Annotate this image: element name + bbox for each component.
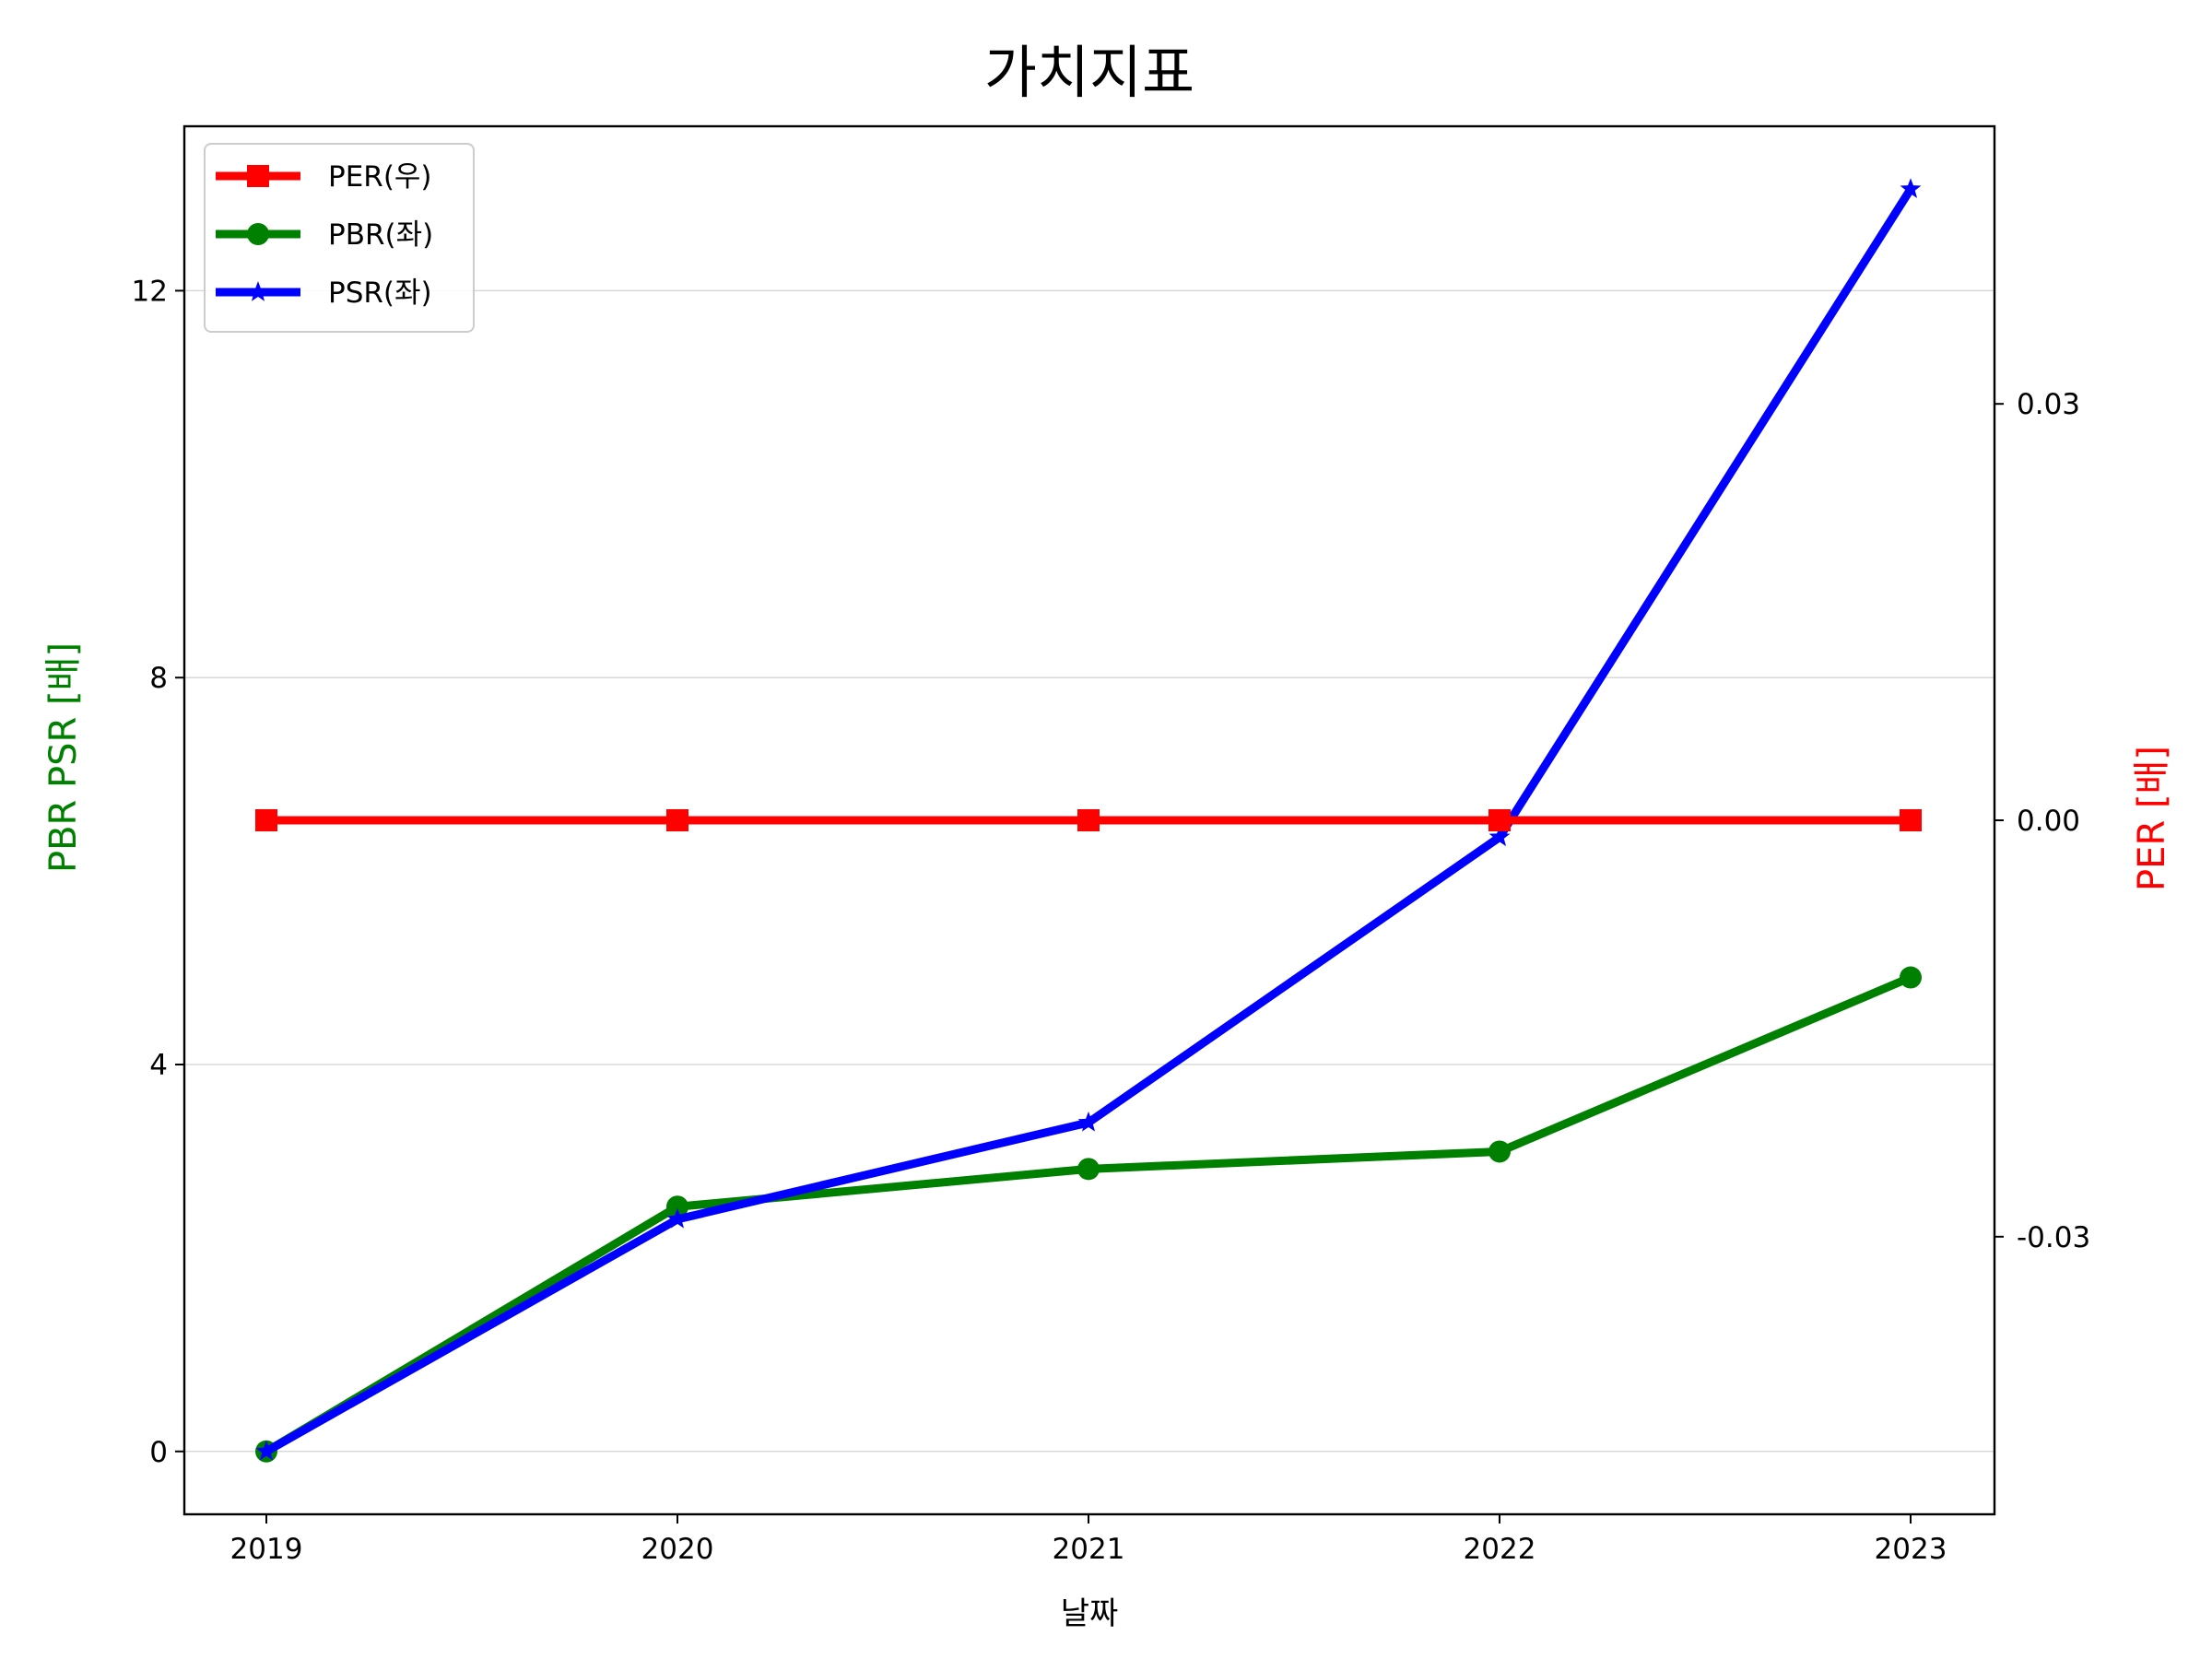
legend-box xyxy=(204,143,475,333)
legend-item: PSR(좌) xyxy=(216,276,432,310)
legend: PER(우) PBR(좌) PSR(좌) xyxy=(204,143,475,333)
data-point xyxy=(1900,809,1922,831)
data-point xyxy=(666,1195,688,1218)
y-tick-label-left: 0 xyxy=(149,1436,168,1469)
y-tick-label-right: 0.03 xyxy=(2017,388,2080,421)
data-point xyxy=(1488,826,1511,847)
data-point xyxy=(1488,809,1511,831)
y-tick-label-right: 0.00 xyxy=(2017,805,2080,838)
legend-marker xyxy=(247,165,269,187)
legend-marker xyxy=(247,223,269,245)
data-point xyxy=(1077,1158,1100,1181)
x-axis-label: 날짜 xyxy=(1061,1595,1119,1632)
gridlines xyxy=(184,289,1994,1453)
legend-label: PBR(좌) xyxy=(328,218,433,252)
x-tick-label: 2020 xyxy=(641,1533,714,1566)
legend-item: PER(우) xyxy=(216,160,432,194)
legend-marker xyxy=(247,281,269,301)
chart-title: 가치지표 xyxy=(984,39,1194,106)
y-axis-label-right: PER [배] xyxy=(2131,746,2173,891)
y-tick-label-left: 12 xyxy=(132,275,168,308)
data-point xyxy=(1900,178,1922,198)
y-tick-label-left: 8 xyxy=(149,662,168,695)
data-point xyxy=(255,809,277,831)
series-square xyxy=(255,809,1922,831)
data-point xyxy=(1077,809,1100,831)
data-point xyxy=(666,809,688,831)
y-tick-label-right: -0.03 xyxy=(2017,1221,2090,1254)
data-point xyxy=(1488,1140,1511,1163)
x-tick-label: 2023 xyxy=(1875,1533,1947,1566)
legend-item: PBR(좌) xyxy=(216,218,433,252)
data-point xyxy=(255,1440,277,1461)
x-tick-label: 2021 xyxy=(1053,1533,1125,1566)
y-tick-label-left: 4 xyxy=(149,1049,168,1082)
y-axis-label-left: PBR PSR [배] xyxy=(42,642,85,873)
legend-label: PSR(좌) xyxy=(328,276,432,310)
x-tick-label: 2019 xyxy=(230,1533,303,1566)
axes: 0 4 8 12 0.03 0.00 -0.03 2019 2020 2021 2022 2023 xyxy=(132,275,2091,1566)
data-point xyxy=(1900,966,1922,989)
series-circle xyxy=(255,966,1922,1463)
series-layer xyxy=(255,178,1922,1463)
legend-label: PER(우) xyxy=(328,160,432,194)
data-point xyxy=(666,1207,688,1229)
series-star xyxy=(255,178,1922,1461)
data-point xyxy=(1077,1111,1100,1132)
x-tick-label: 2022 xyxy=(1464,1533,1536,1566)
